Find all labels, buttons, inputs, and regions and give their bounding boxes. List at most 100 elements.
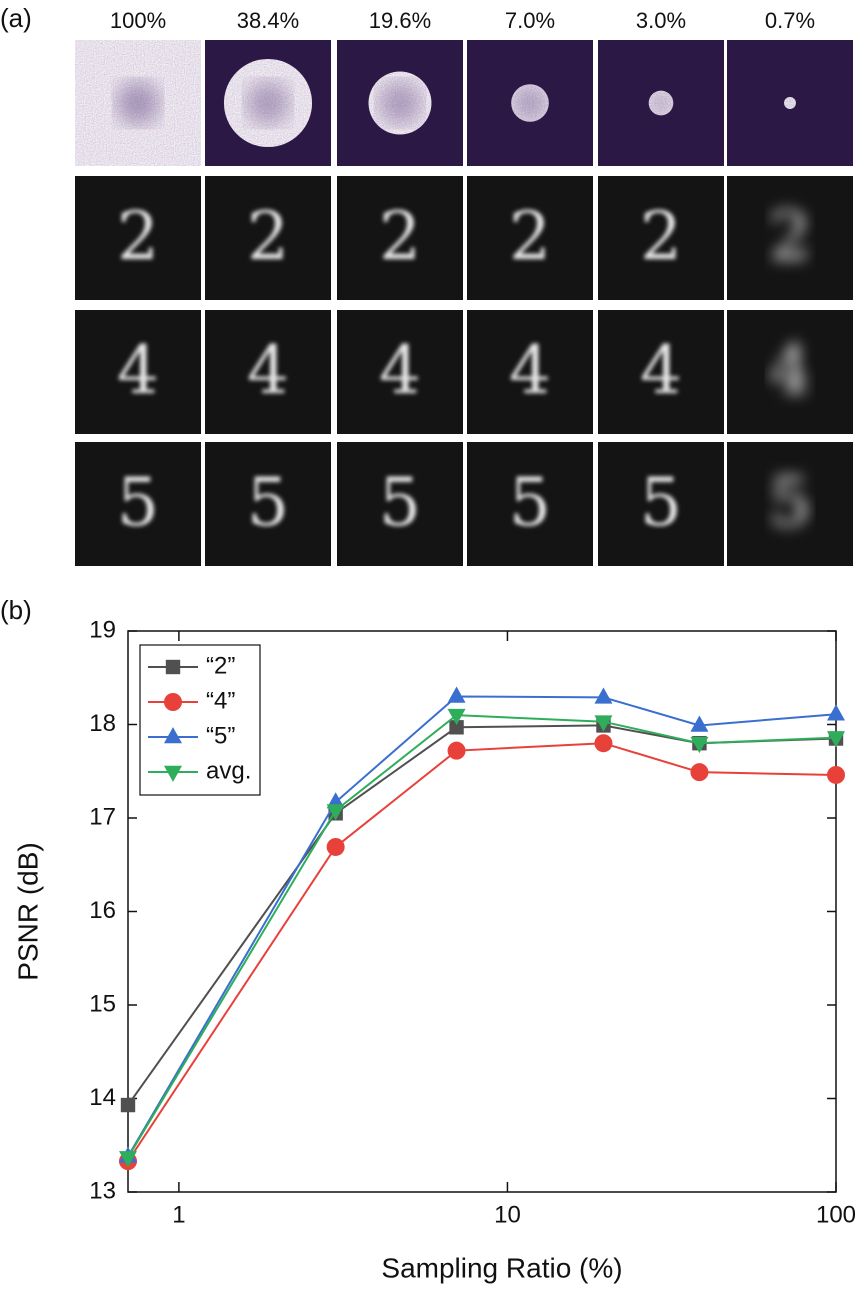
recon-bg	[337, 310, 463, 434]
column-label: 0.7%	[765, 8, 815, 33]
recon-bg	[205, 176, 331, 300]
center-blob	[648, 90, 674, 116]
mask-tile	[75, 40, 201, 166]
recon-bg	[598, 310, 724, 434]
mask-tile	[727, 40, 853, 166]
chart: 13 14 15 16 17 18 19 1 10 100 Sampling Ratio (%) PS…	[12, 616, 856, 1283]
marker	[690, 715, 709, 732]
recon-bg	[337, 176, 463, 300]
recon-bg	[727, 442, 853, 566]
recon-bg	[727, 310, 853, 434]
y-tick-label: 16	[89, 897, 116, 924]
mask-tile	[205, 40, 331, 166]
recon-digit: 2	[509, 198, 551, 275]
recon-digit: 4	[509, 332, 551, 409]
marker	[594, 687, 613, 704]
recon-bg	[337, 442, 463, 566]
legend: “2” “4” “5” avg.	[139, 644, 261, 796]
recon-digit: 4	[379, 332, 421, 409]
center-blob	[511, 84, 549, 122]
marker	[827, 765, 845, 784]
recon-digit: 4	[247, 332, 289, 409]
recon-bg	[205, 442, 331, 566]
series-line	[127, 695, 837, 1157]
recon-digit: 5	[247, 464, 289, 541]
series-line	[127, 714, 837, 1158]
y-tick-label: 19	[89, 616, 116, 643]
legend-label: “5”	[206, 722, 235, 749]
recon-digit: 4	[117, 332, 159, 409]
marker	[326, 837, 345, 856]
x-tick-label: 10	[494, 1201, 521, 1228]
legend-box	[139, 644, 261, 796]
center-blob	[116, 81, 160, 125]
marker	[449, 720, 464, 735]
y-tick-label: 18	[89, 710, 116, 737]
y-tick-label: 15	[89, 990, 116, 1017]
marker	[164, 693, 182, 711]
marker	[164, 727, 182, 744]
marker	[164, 765, 182, 782]
marker	[827, 731, 845, 748]
column-label: 7.0%	[505, 8, 555, 33]
center-blob	[784, 97, 796, 109]
legend-label: avg.	[206, 757, 251, 784]
marker	[690, 763, 709, 782]
y-tick-label: 17	[89, 803, 116, 830]
marker	[165, 659, 181, 675]
recon-bg	[205, 310, 331, 434]
recon-digit: 2	[117, 198, 159, 275]
x-tick-label: 100	[816, 1201, 856, 1228]
legend-label: “2”	[206, 652, 235, 679]
image-grid: 100% 2 4 5 38.4% 2 4 5 19.6% 2 4 5 7.0% 2 4 5 3.0% 2 4 5 0.7…	[75, 8, 853, 566]
marker	[447, 741, 466, 760]
recon-bg	[598, 176, 724, 300]
column-label: 3.0%	[636, 8, 686, 33]
marker	[120, 1097, 136, 1113]
recon-digit: 5	[117, 464, 159, 541]
center-blob	[378, 81, 422, 125]
recon-bg	[467, 176, 593, 300]
recon-digit: 5	[769, 464, 811, 541]
mask-tile	[598, 40, 724, 166]
marker	[827, 704, 845, 721]
recon-bg	[75, 442, 201, 566]
marker	[447, 686, 466, 703]
y-tick-label: 13	[89, 1177, 116, 1204]
recon-bg	[467, 442, 593, 566]
column-label: 100%	[110, 8, 166, 33]
marker	[594, 734, 613, 753]
recon-bg	[75, 310, 201, 434]
x-tick-label: 1	[172, 1201, 185, 1228]
recon-bg	[75, 176, 201, 300]
y-axis-title: PSNR (dB)	[12, 842, 43, 980]
panel-label: (b)	[0, 595, 32, 625]
recon-digit: 5	[379, 464, 421, 541]
x-axis-title: Sampling Ratio (%)	[381, 1252, 622, 1283]
marker	[594, 715, 613, 732]
column-label: 19.6%	[369, 8, 431, 33]
marker	[447, 708, 466, 726]
column-label: 38.4%	[237, 8, 299, 33]
marker	[326, 804, 345, 821]
recon-bg	[467, 310, 593, 434]
mask-tile	[337, 40, 463, 166]
recon-digit: 2	[247, 198, 289, 275]
recon-bg	[727, 176, 853, 300]
marker	[119, 1151, 137, 1168]
y-tick-label: 14	[89, 1084, 116, 1111]
panel-label: (a)	[0, 3, 32, 33]
center-blob	[246, 81, 290, 125]
mask-tile	[467, 40, 593, 166]
series-line	[127, 742, 837, 1162]
recon-digit: 2	[640, 198, 682, 275]
recon-bg	[598, 442, 724, 566]
recon-digit: 2	[769, 198, 811, 275]
legend-label: “4”	[206, 687, 235, 714]
recon-digit: 5	[509, 464, 551, 541]
marker	[690, 736, 709, 754]
recon-digit: 5	[640, 464, 682, 541]
recon-digit: 4	[640, 332, 682, 409]
recon-digit: 4	[769, 332, 811, 409]
